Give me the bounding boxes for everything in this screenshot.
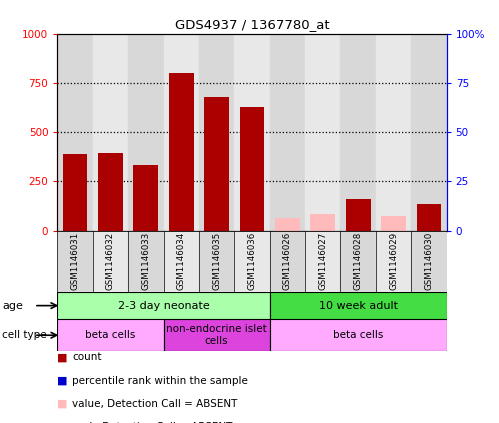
Text: ■: ■ bbox=[57, 399, 68, 409]
Bar bbox=[63, 154, 87, 231]
Bar bbox=[305, 231, 340, 292]
Text: cell type: cell type bbox=[2, 330, 47, 340]
Text: GSM1146036: GSM1146036 bbox=[248, 232, 256, 290]
Bar bbox=[199, 34, 235, 231]
Bar bbox=[240, 107, 264, 231]
Bar bbox=[376, 34, 411, 231]
Bar bbox=[340, 34, 376, 231]
Bar bbox=[411, 34, 447, 231]
Bar bbox=[269, 231, 305, 292]
Bar bbox=[310, 214, 335, 231]
Bar bbox=[98, 153, 123, 231]
Bar bbox=[235, 34, 269, 231]
Text: ■: ■ bbox=[57, 352, 68, 363]
Bar bbox=[340, 231, 376, 292]
Text: GSM1146032: GSM1146032 bbox=[106, 232, 115, 290]
Bar bbox=[128, 34, 164, 231]
Text: rank, Detection Call = ABSENT: rank, Detection Call = ABSENT bbox=[72, 422, 233, 423]
Bar bbox=[93, 231, 128, 292]
Title: GDS4937 / 1367780_at: GDS4937 / 1367780_at bbox=[175, 18, 329, 31]
Bar bbox=[164, 34, 199, 231]
Bar bbox=[93, 34, 128, 231]
Bar bbox=[376, 231, 411, 292]
Bar bbox=[164, 231, 199, 292]
Text: ■: ■ bbox=[57, 376, 68, 386]
Text: beta cells: beta cells bbox=[85, 330, 136, 340]
Bar bbox=[275, 218, 300, 231]
Bar bbox=[133, 165, 158, 231]
Text: GSM1146031: GSM1146031 bbox=[70, 232, 79, 290]
Bar bbox=[57, 231, 93, 292]
Text: 10 week adult: 10 week adult bbox=[319, 301, 398, 310]
Text: ■: ■ bbox=[57, 422, 68, 423]
Bar bbox=[57, 319, 164, 351]
Bar bbox=[305, 34, 340, 231]
Bar bbox=[169, 73, 194, 231]
Bar bbox=[235, 231, 269, 292]
Text: GSM1146035: GSM1146035 bbox=[212, 232, 221, 290]
Bar bbox=[57, 34, 93, 231]
Bar bbox=[164, 319, 269, 351]
Text: GSM1146028: GSM1146028 bbox=[354, 232, 363, 290]
Text: value, Detection Call = ABSENT: value, Detection Call = ABSENT bbox=[72, 399, 238, 409]
Text: GSM1146027: GSM1146027 bbox=[318, 232, 327, 290]
Bar bbox=[57, 292, 269, 319]
Bar bbox=[381, 216, 406, 231]
Bar bbox=[346, 199, 371, 231]
Bar bbox=[417, 204, 441, 231]
Bar bbox=[269, 292, 447, 319]
Bar bbox=[199, 231, 235, 292]
Bar bbox=[269, 319, 447, 351]
Bar bbox=[269, 34, 305, 231]
Text: count: count bbox=[72, 352, 102, 363]
Text: age: age bbox=[2, 301, 23, 310]
Text: percentile rank within the sample: percentile rank within the sample bbox=[72, 376, 248, 386]
Text: GSM1146034: GSM1146034 bbox=[177, 232, 186, 290]
Text: non-endocrine islet
cells: non-endocrine islet cells bbox=[166, 324, 267, 346]
Text: GSM1146030: GSM1146030 bbox=[425, 232, 434, 290]
Bar bbox=[128, 231, 164, 292]
Text: GSM1146033: GSM1146033 bbox=[141, 232, 150, 290]
Text: GSM1146029: GSM1146029 bbox=[389, 232, 398, 290]
Text: 2-3 day neonate: 2-3 day neonate bbox=[118, 301, 210, 310]
Text: beta cells: beta cells bbox=[333, 330, 383, 340]
Bar bbox=[411, 231, 447, 292]
Bar bbox=[204, 97, 229, 231]
Text: GSM1146026: GSM1146026 bbox=[283, 232, 292, 290]
